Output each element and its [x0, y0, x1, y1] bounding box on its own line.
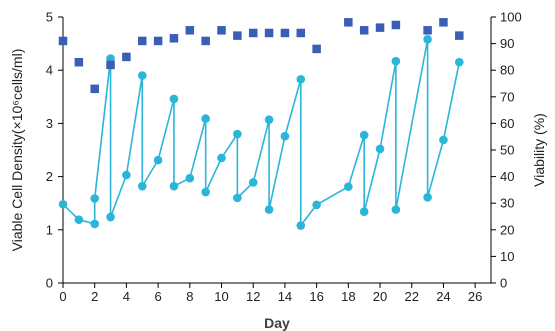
vcd-point [391, 205, 401, 214]
vcd-point [296, 221, 306, 230]
vcd-point [233, 193, 242, 203]
vcd-point [454, 57, 464, 67]
left-y-tick-label: 1 [46, 222, 53, 237]
viability-point [423, 26, 432, 35]
vcd-point [439, 135, 448, 145]
x-tick-label: 22 [405, 289, 419, 304]
vcd-point [122, 170, 131, 180]
viability-point [106, 60, 115, 70]
vcd-point [90, 219, 100, 229]
vcd-point [58, 199, 68, 209]
x-tick-label: 6 [154, 289, 161, 304]
right-y-tick-label: 0 [500, 276, 507, 291]
viability-point [153, 36, 163, 46]
vcd-point [106, 212, 115, 222]
vcd-point [248, 178, 258, 187]
vcd-point [169, 181, 179, 191]
x-tick-label: 10 [214, 289, 228, 304]
viability-point [359, 26, 369, 35]
x-tick-label: 4 [123, 289, 130, 304]
vcd-point [391, 56, 401, 66]
right-y-tick-label: 60 [500, 116, 514, 131]
left-y-tick-label: 0 [46, 276, 53, 291]
viability-point [375, 23, 385, 32]
right-y-tick-label: 10 [500, 249, 514, 264]
right-y-tick-label: 50 [500, 143, 514, 158]
viability-point [344, 18, 353, 27]
vcd-point [217, 153, 226, 163]
vcd-point [74, 215, 84, 224]
viability-point [248, 28, 258, 38]
vcd-point [201, 187, 210, 197]
right-y-tick-label: 20 [500, 222, 514, 237]
right-y-tick-label: 30 [500, 196, 514, 211]
right-y-tick-label: 90 [500, 36, 514, 51]
viability-point [455, 31, 464, 40]
vcd-point [359, 207, 369, 217]
viability-point [280, 28, 290, 38]
x-tick-label: 12 [246, 289, 260, 304]
x-tick-label: 26 [468, 289, 482, 304]
left-y-tick-label: 4 [46, 63, 53, 78]
vcd-point [185, 173, 195, 183]
vcd-point [423, 193, 432, 202]
x-tick-label: 16 [309, 289, 323, 304]
right-y-tick-label: 70 [500, 89, 514, 104]
right-y-tick-label: 100 [500, 10, 522, 25]
viability-series [58, 18, 464, 94]
x-axis-title: Day [264, 315, 290, 331]
right-y-tick-label: 40 [500, 169, 514, 184]
x-tick-label: 18 [341, 289, 355, 304]
vcd-line [62, 39, 461, 228]
viability-point [58, 36, 68, 46]
viability-point [264, 28, 274, 38]
x-tick-label: 20 [373, 289, 387, 304]
viability-point [169, 34, 179, 43]
vcd-point [312, 200, 321, 210]
viability-point [90, 84, 99, 94]
vcd-point [233, 129, 242, 139]
x-ticks: 0 2 4 6 8 10 12 14 16 18 20 22 24 26 [59, 283, 482, 304]
vcd-point [137, 181, 147, 191]
right-y-tick-label: 80 [500, 63, 514, 78]
x-tick-label: 24 [436, 289, 450, 304]
left-y-ticks: 0 1 2 3 4 5 [46, 10, 63, 291]
left-y-tick-label: 5 [46, 10, 53, 25]
x-tick-label: 0 [59, 289, 66, 304]
vcd-point [296, 74, 306, 84]
vcd-point [264, 205, 274, 214]
viability-point [122, 52, 131, 62]
left-y-tick-label: 2 [46, 169, 53, 184]
left-y-tick-label: 3 [46, 116, 53, 131]
viability-point [74, 57, 84, 67]
vcd-series [58, 35, 464, 230]
x-tick-label: 14 [278, 289, 292, 304]
vcd-point [280, 131, 290, 141]
viability-point [185, 26, 195, 35]
viability-point [391, 20, 401, 30]
viability-point [217, 26, 226, 35]
vcd-point [90, 194, 100, 203]
vcd-point [264, 115, 274, 124]
vcd-point [344, 182, 353, 192]
viability-point [201, 36, 210, 46]
viability-point [138, 36, 147, 46]
viability-point [296, 28, 306, 38]
left-y-axis-title: Viable Cell Density(×10⁶cells/ml) [9, 49, 25, 252]
x-tick-label: 8 [186, 289, 193, 304]
viability-point [312, 44, 321, 54]
vcd-point [201, 114, 210, 123]
x-tick-label: 2 [91, 289, 98, 304]
right-y-ticks: 0 10 20 30 40 50 60 70 80 90 100 [491, 10, 522, 291]
right-y-axis-title: Viability (%) [531, 113, 547, 187]
vcd-point [153, 155, 163, 165]
vcd-point [169, 94, 179, 104]
vcd-point [375, 144, 385, 154]
vcd-point [137, 71, 147, 80]
viability-point [439, 18, 448, 27]
viability-point [233, 31, 242, 40]
vcd-point [423, 35, 432, 44]
vcd-point [359, 130, 369, 140]
